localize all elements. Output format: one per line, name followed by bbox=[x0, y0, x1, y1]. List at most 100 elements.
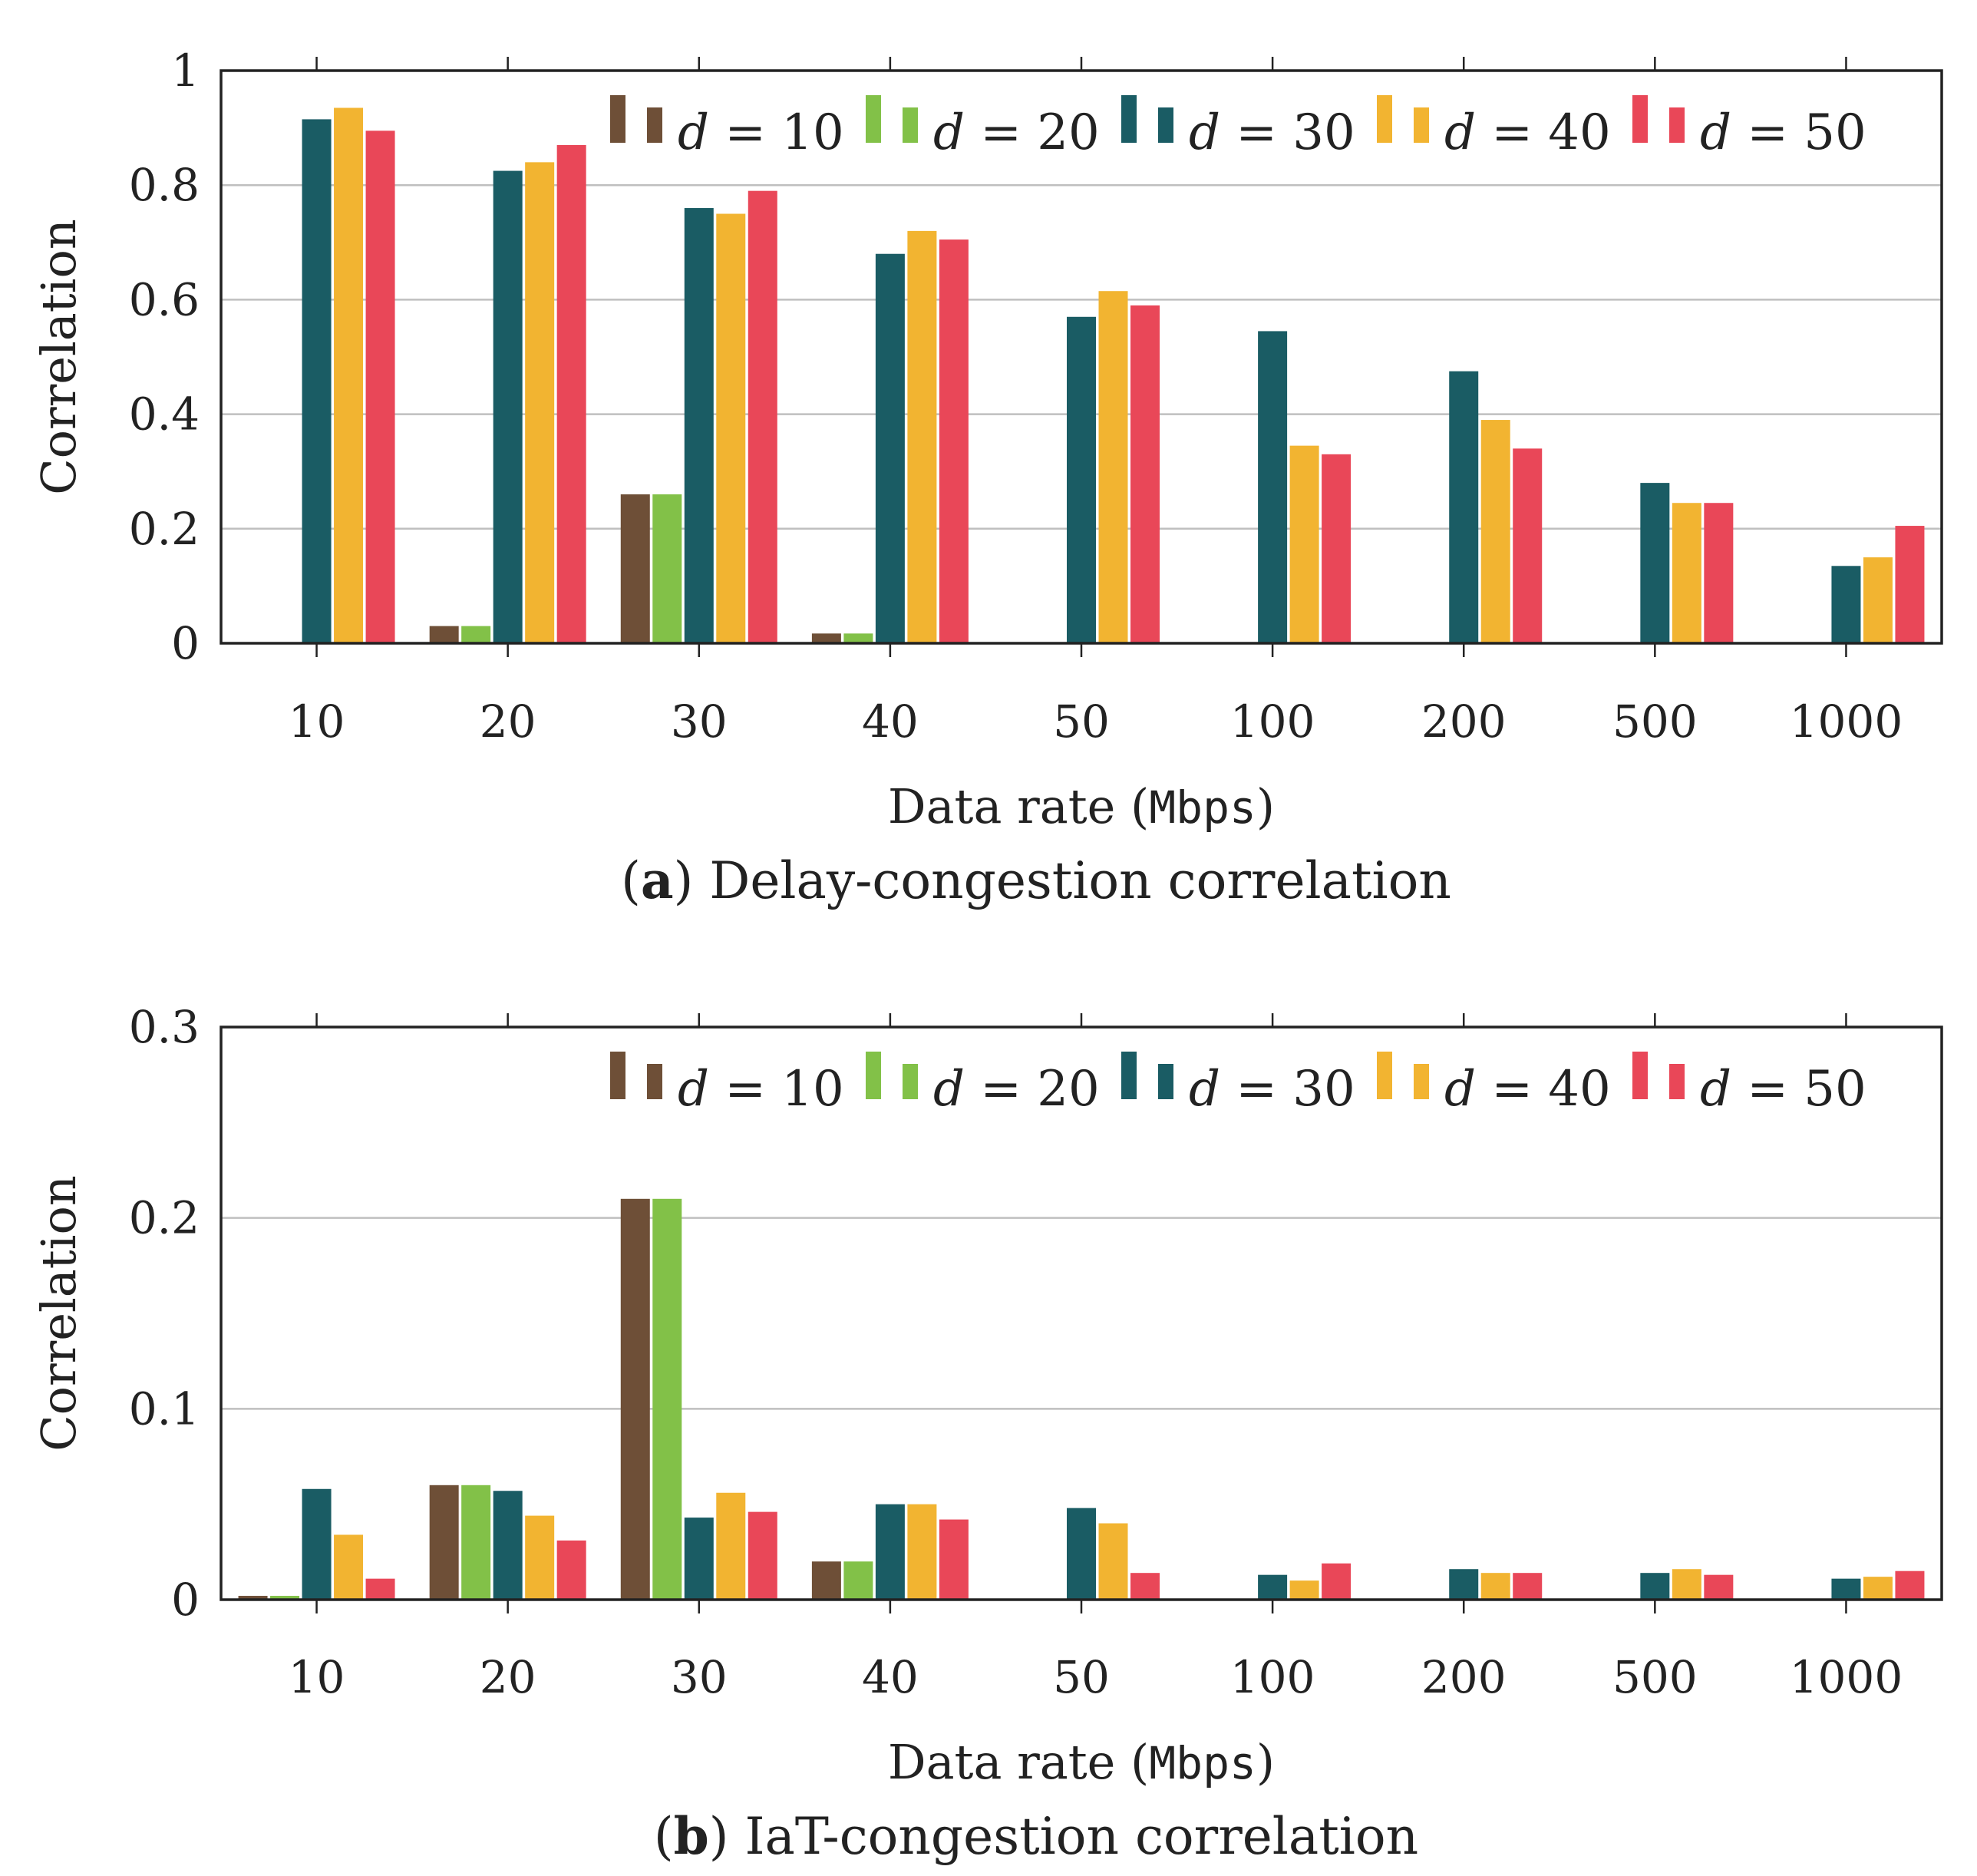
bar-d30-1000 bbox=[1831, 566, 1861, 643]
y-axis-label: Correlation bbox=[31, 1175, 87, 1452]
legend-swatch-short bbox=[1158, 107, 1173, 143]
y-tick-label: 0 bbox=[171, 1574, 200, 1626]
x-tick-label: 30 bbox=[671, 695, 728, 748]
legend-swatch-tall bbox=[1632, 95, 1648, 143]
legend-label: d = 40 bbox=[1444, 104, 1611, 161]
bar-d30-100 bbox=[1258, 1574, 1288, 1600]
bar-d20-20 bbox=[461, 1485, 491, 1600]
legend-swatch-short bbox=[903, 107, 918, 143]
bar-d10-10 bbox=[238, 1596, 268, 1600]
bar-d40-50 bbox=[1098, 1523, 1128, 1600]
y-tick-label: 0.8 bbox=[129, 159, 200, 211]
x-tick-label: 50 bbox=[1053, 695, 1110, 748]
bar-d50-10 bbox=[365, 1578, 395, 1600]
bar-d40-500 bbox=[1672, 503, 1701, 643]
legend-swatch-short bbox=[1414, 107, 1429, 143]
legend-swatch-short bbox=[1669, 1064, 1685, 1099]
legend: d = 10 d = 20 d = 30 d = 40 d = 50 bbox=[610, 1052, 1866, 1118]
bar-d50-40 bbox=[939, 239, 969, 643]
bar-d40-10 bbox=[334, 1534, 364, 1600]
legend-swatch-short bbox=[1414, 1064, 1429, 1099]
legend-swatch-tall bbox=[866, 1052, 881, 1099]
bar-d30-200 bbox=[1449, 1569, 1479, 1600]
legend-swatch-tall bbox=[1121, 95, 1137, 143]
caption-letter: a bbox=[641, 850, 674, 910]
subfigure-caption: (a) Delay-congestion correlation bbox=[621, 850, 1451, 910]
x-tick-label: 200 bbox=[1421, 695, 1507, 748]
y-tick-label: 0.4 bbox=[129, 388, 200, 441]
x-axis-label: Data rate (Mbps) bbox=[888, 778, 1275, 834]
y-tick-label: 0.1 bbox=[129, 1382, 200, 1435]
x-tick-label: 500 bbox=[1612, 1651, 1698, 1703]
legend-label: d = 20 bbox=[933, 104, 1100, 161]
bar-d30-10 bbox=[302, 119, 332, 643]
bar-d40-200 bbox=[1480, 420, 1510, 643]
x-tick-label: 30 bbox=[671, 1651, 728, 1703]
bar-d40-40 bbox=[907, 1504, 937, 1600]
bar-d20-20 bbox=[461, 626, 491, 643]
x-tick-label: 10 bbox=[289, 695, 345, 748]
bar-d40-40 bbox=[907, 230, 937, 643]
bar-d10-40 bbox=[811, 633, 841, 643]
y-tick-label: 0.3 bbox=[129, 1001, 200, 1053]
bar-d30-40 bbox=[875, 1504, 905, 1600]
bar-d40-10 bbox=[334, 107, 364, 644]
x-axis-label-prefix: Data rate ( bbox=[888, 1734, 1149, 1790]
x-tick-label: 20 bbox=[480, 695, 536, 748]
legend-swatch-tall bbox=[1377, 1052, 1392, 1099]
legend-label: d = 20 bbox=[933, 1061, 1100, 1118]
x-tick-label: 50 bbox=[1053, 1651, 1110, 1703]
legend-label: d = 50 bbox=[1700, 1061, 1866, 1118]
legend-swatch-tall bbox=[610, 1052, 625, 1099]
bar-d40-100 bbox=[1289, 445, 1319, 643]
x-tick-label: 10 bbox=[289, 1651, 345, 1703]
legend-swatch-tall bbox=[610, 95, 625, 143]
bar-d40-500 bbox=[1672, 1569, 1701, 1600]
x-tick-label: 1000 bbox=[1790, 695, 1903, 748]
legend-swatch-tall bbox=[1377, 95, 1392, 143]
x-axis-label-suffix: ) bbox=[1256, 1734, 1275, 1790]
bar-d40-20 bbox=[525, 1515, 555, 1600]
y-tick-label: 0 bbox=[171, 617, 200, 669]
bar-d50-500 bbox=[1704, 1574, 1734, 1600]
x-tick-label: 40 bbox=[862, 695, 919, 748]
legend-swatch-tall bbox=[866, 95, 881, 143]
bar-d20-40 bbox=[843, 1561, 873, 1600]
bar-d10-40 bbox=[811, 1561, 841, 1600]
bar-d50-40 bbox=[939, 1519, 969, 1600]
bar-d10-30 bbox=[620, 1198, 650, 1600]
bar-d30-1000 bbox=[1831, 1578, 1861, 1600]
bar-d30-10 bbox=[302, 1488, 332, 1600]
bar-d10-20 bbox=[429, 1485, 459, 1600]
y-tick-label: 1 bbox=[171, 45, 200, 97]
bar-d20-10 bbox=[270, 1596, 300, 1600]
y-tick-label: 0.2 bbox=[129, 1192, 200, 1244]
bar-d50-50 bbox=[1130, 305, 1160, 643]
bar-d10-20 bbox=[429, 626, 459, 643]
legend-swatch-short bbox=[903, 1064, 918, 1099]
bar-d20-40 bbox=[843, 633, 873, 643]
legend: d = 10 d = 20 d = 30 d = 40 d = 50 bbox=[610, 95, 1866, 161]
bar-d30-40 bbox=[875, 253, 905, 643]
subfigure-caption: (b) IaT-congestion correlation bbox=[654, 1806, 1418, 1866]
bar-d50-200 bbox=[1513, 1573, 1543, 1600]
bar-d50-20 bbox=[556, 1540, 586, 1600]
bar-d20-30 bbox=[652, 494, 682, 643]
legend-label: d = 30 bbox=[1189, 104, 1355, 161]
bar-d30-20 bbox=[493, 170, 523, 644]
bar-d50-10 bbox=[365, 130, 395, 643]
x-tick-label: 1000 bbox=[1790, 1651, 1903, 1703]
bar-d40-30 bbox=[716, 213, 746, 643]
legend-swatch-tall bbox=[1632, 1052, 1648, 1099]
x-axis-label-prefix: Data rate ( bbox=[888, 778, 1149, 834]
legend-swatch-short bbox=[1158, 1064, 1173, 1099]
legend-label: d = 10 bbox=[678, 104, 844, 161]
bar-d40-20 bbox=[525, 162, 555, 644]
bar-d40-1000 bbox=[1863, 1577, 1893, 1600]
bar-d50-1000 bbox=[1895, 526, 1925, 643]
bar-d30-50 bbox=[1067, 316, 1096, 643]
bar-d40-200 bbox=[1480, 1573, 1510, 1600]
bar-d40-1000 bbox=[1863, 557, 1893, 643]
legend-swatch-short bbox=[647, 1064, 662, 1099]
